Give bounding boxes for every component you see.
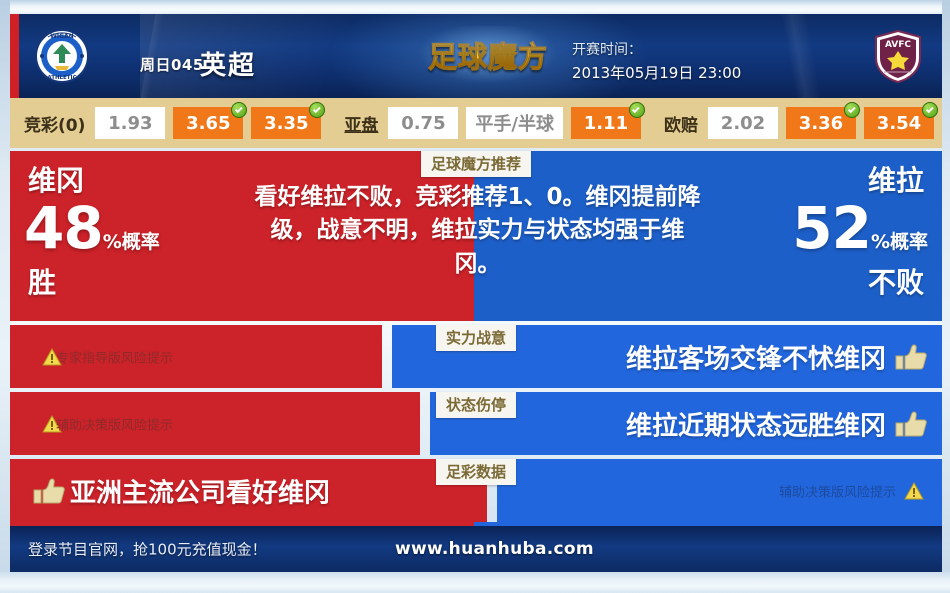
header-highlight-right bbox=[762, 14, 832, 98]
svg-text:ATHLETIC: ATHLETIC bbox=[47, 75, 76, 81]
home-probability: 48%概率 bbox=[24, 199, 160, 257]
away-team-crest-icon: AVFC bbox=[870, 28, 926, 84]
home-outcome: 胜 bbox=[28, 266, 57, 299]
match-number: 周日045 bbox=[140, 56, 204, 74]
frame-top-edge bbox=[0, 0, 950, 14]
away-outcome: 不败 bbox=[867, 266, 924, 299]
odds-group-european: 欧赔 2.02 3.36 3.54 bbox=[650, 98, 942, 148]
home-probability-value: 48 bbox=[24, 194, 104, 262]
odds-cell-away[interactable]: 1.11 bbox=[570, 102, 645, 139]
thumbs-up-icon bbox=[894, 343, 928, 371]
header-red-accent bbox=[10, 14, 19, 98]
kickoff-time: 2013年05月19日 23:00 bbox=[572, 64, 742, 82]
svg-text:AVFC: AVFC bbox=[885, 40, 911, 50]
footer-red-rule bbox=[10, 522, 474, 526]
warning-icon bbox=[42, 347, 62, 366]
odds-group-title: 欧赔 bbox=[664, 115, 699, 136]
brand-logo-glow bbox=[413, 26, 563, 86]
away-probability: 52%概率 bbox=[792, 199, 928, 257]
footer-website-url[interactable]: www.huanhuba.com bbox=[395, 539, 594, 559]
check-badge-icon bbox=[628, 102, 645, 118]
kickoff-label: 开赛时间： bbox=[572, 42, 642, 58]
check-badge-icon bbox=[844, 102, 861, 118]
row-badge: 足彩数据 bbox=[435, 459, 517, 485]
warning-icon bbox=[42, 414, 62, 433]
away-team-name: 维拉 bbox=[867, 164, 924, 197]
odds-cell-draw[interactable]: 3.36 bbox=[786, 102, 861, 139]
row-red-segment bbox=[10, 325, 382, 388]
brand-logo-text: 足球魔方 bbox=[418, 34, 558, 80]
league-name: 英超 bbox=[200, 51, 257, 81]
row-right-note: 辅助决策版风险提示 bbox=[778, 485, 896, 500]
away-probability-value: 52 bbox=[792, 194, 872, 262]
svg-text:WIGAN: WIGAN bbox=[50, 33, 73, 40]
info-row-form: 辅助决策版风险提示 维拉近期状态远胜维冈 状态伤停 bbox=[10, 392, 942, 455]
check-badge-icon bbox=[309, 102, 326, 118]
away-probability-panel bbox=[474, 151, 942, 321]
row-red-segment bbox=[10, 459, 487, 522]
thumbs-up-icon bbox=[894, 410, 928, 438]
info-row-lottery-data: 亚洲主流公司看好维冈 辅助决策版风险提示 足彩数据 bbox=[10, 459, 942, 522]
home-probability-panel bbox=[10, 151, 474, 321]
info-row-strength: 专家指导版风险提示 维拉客场交锋不怵维冈 实力战意 bbox=[10, 325, 942, 388]
odds-cell-value: 3.35 bbox=[264, 112, 309, 134]
odds-cell-draw[interactable]: 3.65 bbox=[173, 102, 248, 139]
header-highlight-left bbox=[130, 14, 170, 98]
row-badge: 实力战意 bbox=[435, 325, 517, 351]
odds-cell-home[interactable]: 1.93 bbox=[95, 107, 166, 139]
row-left-note: 专家指导版风险提示 bbox=[56, 351, 174, 366]
frame-right-edge bbox=[942, 0, 950, 593]
recommendation-badge: 足球魔方推荐 bbox=[420, 151, 532, 177]
row-left-headline: 亚洲主流公司看好维冈 bbox=[70, 478, 331, 508]
odds-group-asian-handicap: 亚盘 0.75 平手/半球 1.11 bbox=[330, 98, 649, 148]
brand-logo: 足球魔方 bbox=[413, 26, 563, 86]
footer-bar: 登录节目官网，抢100元充值现金！ www.huanhuba.com bbox=[10, 526, 942, 572]
odds-group-title: 竞彩(0) bbox=[24, 115, 86, 136]
row-red-segment bbox=[10, 392, 420, 455]
odds-cell-home[interactable]: 2.02 bbox=[708, 107, 779, 139]
away-probability-unit: %概率 bbox=[870, 231, 928, 253]
row-blue-segment bbox=[497, 459, 942, 522]
check-badge-icon bbox=[231, 102, 248, 118]
odds-cell-away[interactable]: 3.35 bbox=[251, 102, 326, 139]
main-prediction-panel: 维冈 48%概率 胜 维拉 52%概率 不败 看好维拉不败，竞彩推荐1、0。维冈… bbox=[10, 151, 942, 321]
check-badge-icon bbox=[922, 102, 939, 118]
home-probability-unit: %概率 bbox=[102, 231, 160, 253]
odds-cell-handicap[interactable]: 平手/半球 bbox=[466, 107, 563, 139]
home-team-name: 维冈 bbox=[28, 164, 85, 197]
odds-cell-home[interactable]: 0.75 bbox=[388, 107, 459, 139]
warning-icon bbox=[904, 481, 924, 500]
row-badge: 状态伤停 bbox=[435, 392, 517, 418]
row-right-headline: 维拉近期状态远胜维冈 bbox=[625, 411, 886, 441]
odds-cell-value: 3.65 bbox=[186, 112, 231, 134]
odds-cell-away[interactable]: 3.54 bbox=[864, 102, 939, 139]
odds-cell-value: 3.54 bbox=[876, 112, 922, 134]
recommendation-text: 看好维拉不败，竞彩推荐1、0。维冈提前降级，战意不明，维拉实力与状态均强于维冈。 bbox=[254, 184, 701, 277]
match-header: WIGAN ATHLETIC 周日045 英超 足球魔方 开赛时间： 2013年… bbox=[10, 14, 942, 98]
thumbs-up-icon bbox=[32, 477, 66, 505]
odds-group-title[interactable]: 亚盘 bbox=[344, 115, 379, 136]
odds-group-jingcai: 竞彩(0) 1.93 3.65 3.35 bbox=[10, 98, 329, 148]
row-right-headline: 维拉客场交锋不怵维冈 bbox=[625, 344, 886, 374]
home-team-crest-icon: WIGAN ATHLETIC bbox=[34, 28, 90, 84]
footer-promo-text: 登录节目官网，抢100元充值现金！ bbox=[28, 540, 267, 559]
odds-bar: 竞彩(0) 1.93 3.65 3.35 亚盘 0.75 平手/半球 1.11 … bbox=[10, 98, 942, 148]
odds-cell-value: 1.11 bbox=[583, 112, 629, 134]
footer-blue-rule bbox=[474, 522, 942, 526]
frame-left-edge bbox=[0, 0, 10, 593]
frame-bottom-edge bbox=[0, 572, 950, 593]
row-left-note: 辅助决策版风险提示 bbox=[56, 418, 174, 433]
odds-cell-value: 3.36 bbox=[798, 112, 844, 134]
